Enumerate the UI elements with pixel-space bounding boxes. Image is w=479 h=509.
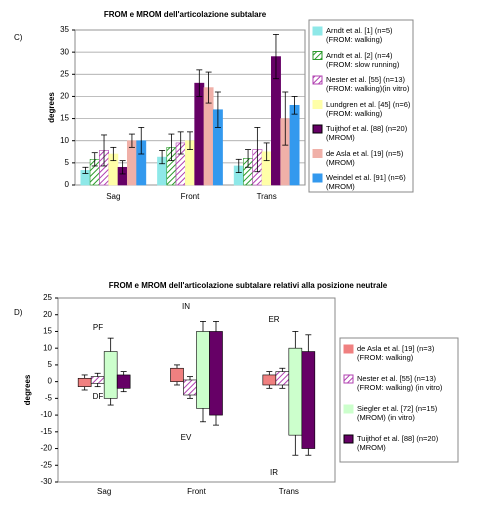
legend-swatch <box>312 100 323 109</box>
range-bar <box>170 367 184 382</box>
y-tick-label: 15 <box>43 327 52 336</box>
legend-swatch <box>312 173 323 183</box>
x-tick-label: Front <box>181 192 200 201</box>
legend-swatch <box>312 51 323 60</box>
bar <box>194 82 205 186</box>
range-bar <box>262 374 277 386</box>
legend-swatch <box>312 124 323 134</box>
legend-label: Arndt et al. [1] (n=5) (FROM: walking) <box>326 26 393 44</box>
legend-swatch <box>312 75 323 85</box>
legend-label: Nester et al. [55] (n=13) (FROM: walking… <box>326 75 410 93</box>
legend-label: Siegler et al. [72] (n=15) (MROM) (in vi… <box>357 404 438 422</box>
legend-label: Tuijthof et al. [88] (n=20) (MROM) <box>326 124 408 142</box>
range-bar <box>103 351 118 399</box>
range-bar <box>196 331 210 409</box>
y-tick-label: 10 <box>60 136 69 145</box>
annotation: IN <box>182 302 190 311</box>
chart-title: FROM e MROM dell'articolazione subtalare <box>104 10 267 19</box>
legend-box <box>308 19 414 193</box>
y-tick-label: 0 <box>48 377 53 386</box>
y-tick-label: 25 <box>43 293 52 302</box>
legend-label: Arndt et al. [2] (n=4) (FROM: slow runni… <box>326 50 400 69</box>
y-tick-label: 35 <box>60 25 69 34</box>
annotation: ER <box>268 315 279 324</box>
legend-label: de Asla et al. [19] (n=3) (FROM: walking… <box>357 344 435 362</box>
y-tick-label: 20 <box>43 310 52 319</box>
legend-swatch <box>312 149 323 158</box>
y-tick-label: 5 <box>48 360 53 369</box>
legend-swatch <box>312 26 323 36</box>
y-tick-label: 10 <box>43 343 52 352</box>
x-tick-label: Trans <box>257 192 277 201</box>
panel-label: D) <box>14 308 23 317</box>
y-tick-label: 20 <box>60 92 69 101</box>
legend-swatch <box>343 404 354 414</box>
y-tick-label: 5 <box>65 158 70 167</box>
plot-frame <box>57 297 336 483</box>
y-tick-label: -20 <box>40 444 52 453</box>
legend-swatch <box>343 434 354 444</box>
y-tick-label: -10 <box>40 410 52 419</box>
y-tick-label: 0 <box>65 180 70 189</box>
annotation: PF <box>93 323 103 332</box>
range-bar <box>116 374 131 389</box>
bar <box>289 104 300 186</box>
annotation: DF <box>93 392 104 401</box>
legend-label: Lundgren et al. [45] (n=6) (FROM: walkin… <box>326 99 411 118</box>
y-axis-label: degrees <box>47 92 56 123</box>
legend-swatch <box>343 374 354 384</box>
y-tick-label: -30 <box>40 477 52 486</box>
legend-swatch <box>343 344 354 354</box>
range-bar <box>77 377 92 387</box>
range-bar <box>90 376 105 384</box>
x-tick-label: Sag <box>106 192 120 201</box>
annotation: IR <box>270 468 278 477</box>
range-bar <box>288 347 303 436</box>
y-tick-label: 30 <box>60 47 69 56</box>
annotation: EV <box>181 433 192 442</box>
range-bar <box>209 331 223 416</box>
y-tick-label: 25 <box>60 69 69 78</box>
legend-label: Weindel et al. [91] (n=6) (MROM) <box>326 173 406 191</box>
legend-label: Nester et al. [55] (n=13) (FROM: walking… <box>357 374 443 392</box>
x-tick-label: Trans <box>279 487 299 496</box>
legend-label: Tuijthof et al. [88] (n=20) (MROM) <box>357 434 439 452</box>
legend-box <box>339 337 459 463</box>
legend-label: de Asla et al. [19] (n=5) (MROM) <box>326 148 404 167</box>
range-bar <box>183 379 197 396</box>
x-tick-label: Sag <box>97 487 111 496</box>
y-axis-label: degrees <box>23 374 32 405</box>
panel-label: C) <box>14 33 23 42</box>
chart-title: FROM e MROM dell'articolazione subtalare… <box>109 281 388 290</box>
y-tick-label: 15 <box>60 114 69 123</box>
x-tick-label: Front <box>187 487 206 496</box>
y-tick-label: -25 <box>40 460 52 469</box>
range-bar <box>301 351 316 449</box>
range-bar <box>275 371 290 386</box>
y-tick-label: -5 <box>45 393 53 402</box>
y-tick-label: -15 <box>40 427 52 436</box>
